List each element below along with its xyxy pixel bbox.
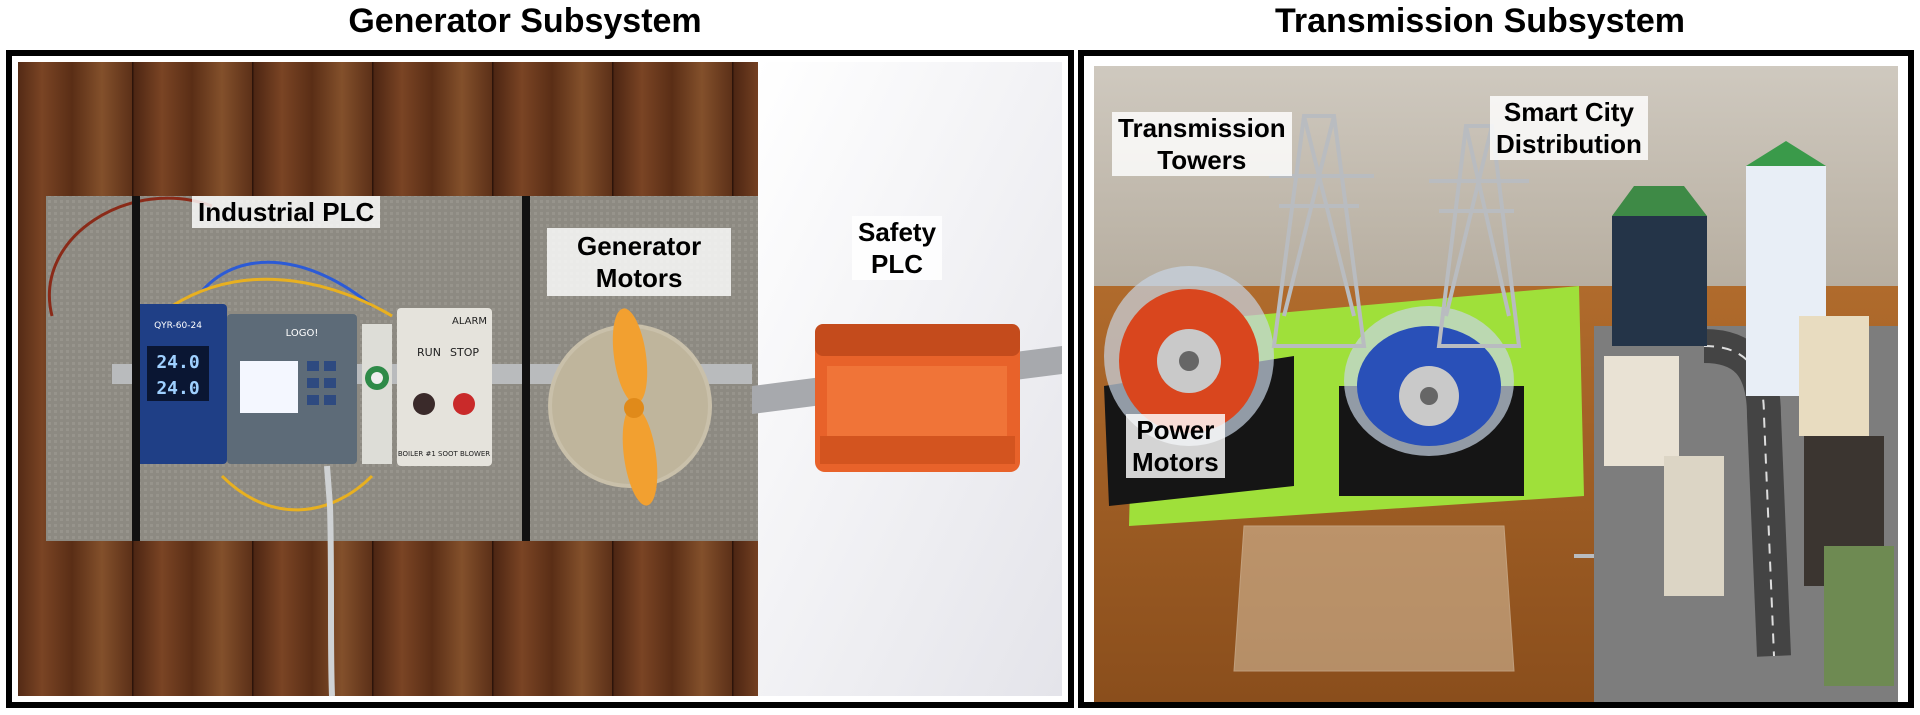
- safety-plc-line-2: PLC: [871, 249, 924, 279]
- transmission-towers-line-2: Towers: [1157, 145, 1247, 175]
- psu-display-1: 24.0: [156, 352, 199, 373]
- power-motors-line-1: Power: [1136, 415, 1215, 445]
- generator-motors-line-1: Generator: [577, 231, 702, 261]
- psu-display-2: 24.0: [156, 378, 199, 399]
- boiler-label-text: BOILER #1 SOOT BLOWER: [398, 450, 490, 458]
- safety-plc-label: Safety PLC: [852, 216, 943, 280]
- smart-city-line-2: Distribution: [1496, 129, 1642, 159]
- smart-city-distribution-label: Smart City Distribution: [1490, 96, 1648, 160]
- transmission-photo-illustration: [1094, 66, 1898, 702]
- generator-subsystem-photo: 24.0 24.0 QYR-60-24 LOGO! RUN STOP ALARM…: [6, 50, 1074, 708]
- generator-subsystem-title: Generator Subsystem: [348, 2, 702, 40]
- generator-photo-illustration: 24.0 24.0 QYR-60-24 LOGO! RUN STOP ALARM…: [18, 62, 1062, 697]
- generator-motors-line-2: Motors: [595, 263, 683, 293]
- transmission-towers-label: Transmission Towers: [1112, 112, 1292, 176]
- transmission-subsystem-title: Transmission Subsystem: [1274, 2, 1686, 40]
- safety-plc-line-1: Safety: [858, 217, 937, 247]
- transmission-towers-line-1: Transmission: [1118, 113, 1286, 143]
- psu-model-text: QYR-60-24: [154, 321, 202, 331]
- power-motors-line-2: Motors: [1132, 447, 1219, 477]
- transmission-subsystem-photo: Transmission Towers Smart City Distribut…: [1078, 50, 1914, 708]
- logo-plc-text: LOGO!: [286, 328, 319, 339]
- power-motors-label: Power Motors: [1126, 414, 1225, 478]
- stop-text: STOP: [450, 346, 479, 359]
- generator-motors-label: Generator Motors: [547, 228, 732, 296]
- industrial-plc-label: Industrial PLC: [192, 196, 381, 228]
- smart-city-line-1: Smart City: [1503, 97, 1634, 127]
- alarm-text: ALARM: [452, 316, 487, 327]
- run-text: RUN: [417, 346, 441, 359]
